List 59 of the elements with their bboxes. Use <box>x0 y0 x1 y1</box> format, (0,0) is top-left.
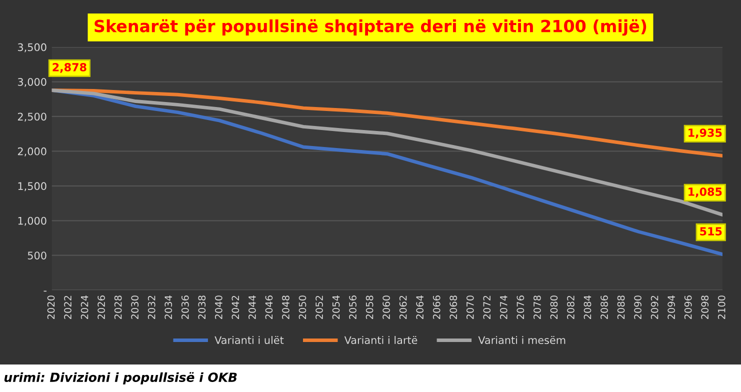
y-tick-label: - <box>44 290 46 292</box>
text: urimi: Divizioni i popullsisë i OKB <box>4 372 237 384</box>
x-tick-label: 2092 <box>650 296 658 319</box>
y-tick-label: 500 <box>28 252 46 260</box>
data-label: 515 <box>700 227 722 236</box>
x-tick-label: 2024 <box>80 295 88 319</box>
x-tick-label: 2056 <box>349 296 356 319</box>
x-tick-label: 2066 <box>432 296 440 319</box>
legend-label: Varianti i ulët <box>214 336 284 344</box>
y-tick-label: 1,000 <box>18 216 46 226</box>
x-tick-label: 2044 <box>248 295 256 319</box>
y-tick-label: 1,500 <box>18 182 46 192</box>
x-tick-label: 2080 <box>550 296 558 319</box>
chart-title: Skenarët për popullsinë shqiptare deri në vitin 2100 (mijë) <box>94 19 646 36</box>
x-tick-label: 2050 <box>298 296 306 319</box>
x-tick-label: 2028 <box>114 296 122 319</box>
x-tick-label: 2086 <box>600 296 608 319</box>
x-tick-label: 2082 <box>567 296 574 319</box>
line-series <box>52 88 722 216</box>
x-tick-label: 2064 <box>416 295 424 319</box>
x-tick-label: 2070 <box>466 296 474 319</box>
x-tick-label: 2094 <box>668 295 675 319</box>
y-tick-label: 3,000 <box>18 78 46 87</box>
x-tick-label: 2032 <box>148 296 156 319</box>
data-label: 1,935 <box>688 128 722 138</box>
y-tick-label: 2,000 <box>18 147 46 156</box>
x-tick-label: 2030 <box>131 296 139 319</box>
x-tick-label: 2034 <box>164 295 172 319</box>
x-tick-label: 2060 <box>382 296 390 319</box>
data-label: 1,085 <box>688 188 722 198</box>
x-tick-label: 2036 <box>181 296 189 319</box>
x-tick-label: 2022 <box>64 296 72 319</box>
x-tick-label: 2038 <box>198 296 206 319</box>
data-label: 2,878 <box>52 63 86 73</box>
x-tick-label: 2074 <box>500 295 508 319</box>
legend-label: Varianti i lartë <box>344 336 418 344</box>
x-tick-label: 2046 <box>265 296 273 319</box>
x-tick-label: 2068 <box>450 296 458 319</box>
x-tick-label: 2090 <box>634 296 642 319</box>
legend-label: Varianti i mesëm <box>478 336 566 344</box>
x-tick-label: 2098 <box>701 296 709 319</box>
y-tick-label: 2,500 <box>18 112 46 122</box>
x-tick-label: 2048 <box>282 296 290 319</box>
x-tick-label: 2052 <box>316 296 323 319</box>
x-tick-label: 2026 <box>98 296 105 319</box>
x-tick-label: 2078 <box>534 296 541 319</box>
x-tick-label: 2062 <box>399 296 407 319</box>
x-tick-label: 2040 <box>214 296 222 319</box>
x-tick-label: 2100 <box>718 296 726 319</box>
x-tick-label: 2096 <box>684 296 692 319</box>
x-tick-label: 2020 <box>47 296 55 319</box>
x-tick-label: 2054 <box>332 295 340 319</box>
x-tick-label: 2088 <box>617 296 625 319</box>
x-tick-label: 2084 <box>584 295 592 319</box>
x-tick-label: 2072 <box>483 296 491 319</box>
y-tick-label: 3,500 <box>18 43 46 52</box>
x-tick-label: 2076 <box>516 296 524 319</box>
x-tick-label: 2058 <box>366 296 374 319</box>
x-tick-label: 2042 <box>232 296 240 319</box>
